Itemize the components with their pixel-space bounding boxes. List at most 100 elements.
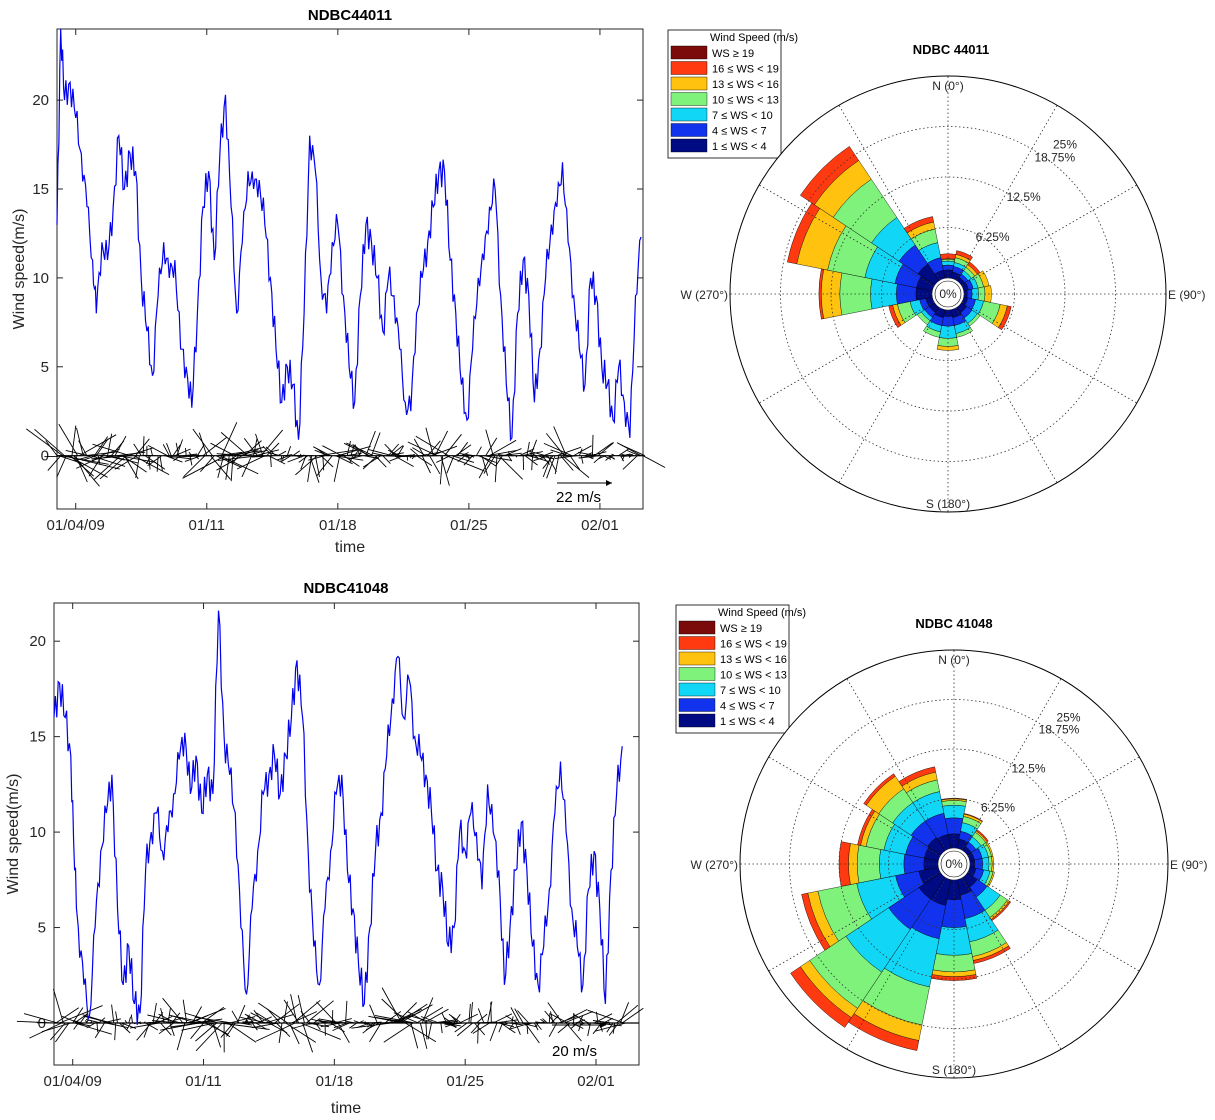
- y-axis-label: Wind speed(m/s): [11, 209, 28, 330]
- wind-vector: [570, 1022, 578, 1029]
- wind-vector: [202, 437, 227, 457]
- wind-vector: [509, 1022, 524, 1026]
- legend-swatch: [670, 45, 708, 60]
- wind-vector: [90, 455, 126, 467]
- rose-grid-ring: [780, 126, 1116, 462]
- rose-plot: 0% 6.25% 12.5% 18.75%25% N (0°) E (90°) S (180…: [691, 649, 1207, 1079]
- wind-vector: [485, 429, 494, 456]
- wind-vector: [162, 997, 184, 1024]
- wind-vector: [231, 1010, 240, 1024]
- wind-vector: [116, 451, 146, 457]
- legend-swatch: [678, 698, 716, 712]
- legend-label: 16 ≤ WS < 19: [720, 639, 787, 651]
- x-tick-label: 02/01: [577, 1073, 615, 1090]
- legend-swatch: [670, 61, 708, 75]
- wind-vector: [515, 455, 518, 458]
- wind-vector: [195, 1022, 223, 1052]
- wind-vector: [440, 1022, 443, 1034]
- y-tick-label: 20: [29, 633, 46, 650]
- rose-grid-spoke: [955, 307, 1058, 483]
- wind-vector: [350, 445, 355, 456]
- wind-vector: [345, 1000, 348, 1024]
- wind-vector: [356, 1022, 389, 1024]
- wind-vector: [76, 1022, 91, 1027]
- wind-vector: [251, 1022, 258, 1031]
- wind-vector: [145, 1022, 159, 1031]
- legend-title: Wind Speed (m/s): [718, 607, 806, 619]
- wind-vector: [255, 433, 264, 456]
- wind-vector: [371, 432, 381, 456]
- wind-vector: [545, 433, 565, 456]
- wind-vector: [468, 1003, 471, 1024]
- plot-area: [56, 28, 644, 510]
- wind-vector: [183, 455, 206, 478]
- wind-vector: [529, 452, 537, 457]
- wind-vector: [217, 455, 225, 479]
- wind-vector: [510, 1022, 531, 1030]
- wind-vector: [519, 448, 535, 457]
- rose-legend: Wind Speed (m/s) WS ≥ 19 16 ≤ WS < 19 13 ≤…: [667, 29, 798, 159]
- wind-vector: [578, 455, 600, 459]
- wind-vector: [172, 444, 181, 456]
- wind-vector: [111, 1004, 115, 1024]
- wind-vector: [444, 1022, 464, 1026]
- wind-vector: [126, 1022, 132, 1031]
- wind-vector: [485, 437, 498, 456]
- rose-direction-label: W (270°): [681, 288, 728, 302]
- wind-vector: [45, 440, 58, 456]
- wind-vector: [176, 1022, 186, 1051]
- x-tick-label: 01/25: [450, 517, 488, 534]
- wind-vector: [505, 1015, 518, 1024]
- wind-vector: [391, 452, 402, 457]
- wind-vector: [533, 1022, 539, 1031]
- wind-vector: [170, 455, 209, 458]
- wind-vector: [533, 455, 550, 462]
- rose-center: [940, 850, 968, 878]
- wind-vector: [348, 455, 363, 460]
- wind-vector: [556, 446, 582, 457]
- wind-vector: [483, 455, 512, 461]
- wind-vector: [289, 1022, 300, 1045]
- wind-vector: [622, 455, 638, 470]
- line-chart-ndbc41048: NDBC41048 time Wind speed(m/s) 0 5 10 15 20 …: [5, 580, 644, 1117]
- wind-vector: [188, 451, 193, 456]
- y-axis-label: Wind speed(m/s): [5, 774, 22, 895]
- wind-vector: [620, 453, 627, 457]
- wind-vector: [427, 440, 441, 456]
- wind-vector: [85, 451, 119, 457]
- wind-vector: [119, 1022, 131, 1034]
- wind-vector: [194, 1016, 232, 1024]
- wind-vector: [236, 455, 266, 470]
- rose-grid-spoke: [961, 877, 1062, 1050]
- wind-vector: [453, 1014, 461, 1024]
- x-axis-label: time: [335, 539, 365, 556]
- wind-vector: [365, 1022, 380, 1031]
- rose-center-label: 0%: [945, 857, 963, 871]
- wind-vector: [147, 1014, 182, 1024]
- wind-vector: [411, 1015, 436, 1024]
- wind-vector: [534, 455, 539, 459]
- wind-vector: [503, 1022, 509, 1026]
- wind-vector: [448, 1013, 462, 1024]
- rose-plot: 0% 6.25% 12.5% 18.75%25% N (0°) E (90°) S (180…: [681, 75, 1205, 513]
- wind-vector: [159, 455, 163, 472]
- legend-swatch: [678, 667, 716, 681]
- wind-vector: [393, 1012, 419, 1024]
- wind-vector: [146, 455, 152, 465]
- wind-vector: [620, 444, 646, 457]
- wind-vector: [507, 451, 511, 456]
- wind-vector: [620, 455, 636, 457]
- wind-vector: [195, 1022, 217, 1042]
- wind-vector: [405, 454, 412, 457]
- wind-vector: [436, 455, 451, 463]
- wind-vector: [94, 1022, 105, 1039]
- wind-vector: [434, 430, 449, 456]
- wind-vector: [150, 447, 153, 456]
- wind-vector: [256, 1022, 296, 1042]
- wind-vector: [642, 455, 666, 468]
- wind-vector: [547, 1002, 563, 1024]
- wind-vector: [52, 988, 64, 1024]
- wind-vector: [94, 436, 109, 456]
- wind-vector: [73, 1022, 79, 1030]
- wind-vector: [621, 1007, 644, 1024]
